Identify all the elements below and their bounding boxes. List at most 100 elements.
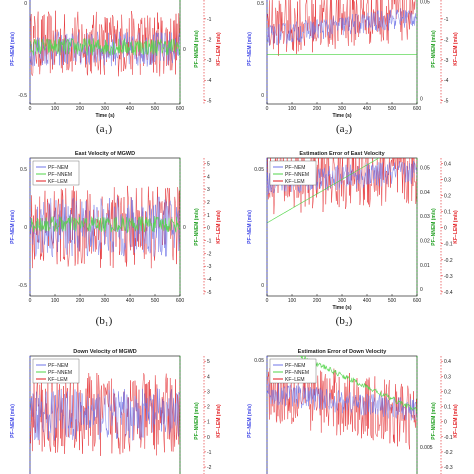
- x-axis-label-a2: Time (s): [332, 113, 351, 119]
- mid-tick-label: 0: [420, 97, 423, 103]
- right-tick-label: -1: [207, 450, 212, 456]
- mid-tick-label: 0.05: [420, 166, 430, 172]
- panel-a1: 0 100 200 300 400 500 600 Time (s) 0 -0.5 0 -1 -2 -3 -…: [10, 0, 222, 135]
- right-tick-label: 4: [207, 374, 210, 380]
- x-tick-label: 500: [388, 298, 397, 304]
- x-tick-label: 500: [151, 106, 160, 112]
- right-tick-label: 0.3: [444, 178, 451, 184]
- x-tick-label: 400: [126, 106, 135, 112]
- series-line-pf-nem-b2: [267, 160, 417, 195]
- x-tick-label: 600: [176, 106, 185, 112]
- series-line-pf-nnem-c1: [30, 335, 180, 345]
- right-tick-label: 2: [207, 405, 210, 411]
- panel-caption-a1: (a₁): [96, 123, 112, 135]
- x-tick-label: 500: [151, 298, 160, 304]
- right-tick-label: 3: [207, 389, 210, 395]
- legend-label: KF−LEM: [285, 179, 305, 185]
- series-line-pf-nem-c2: [267, 382, 417, 421]
- x-tick-label: 400: [126, 298, 135, 304]
- series-line-kf-lem-b1: [30, 185, 180, 269]
- series-line-pf-nem-c1: [30, 388, 180, 441]
- right-tick-label: 5: [207, 162, 210, 168]
- legend-label: PF−NNEM: [285, 370, 309, 376]
- left-tick-label: -0.5: [18, 93, 27, 99]
- x-tick-label: 100: [51, 298, 60, 304]
- series-line-pf-nem-a2: [267, 8, 417, 47]
- series-group-c2: [267, 356, 417, 450]
- left-tick-label: 0: [24, 1, 27, 7]
- right-tick-label: -5: [444, 99, 449, 105]
- right-axis-label-c2: KF−LEM (m/s): [453, 404, 459, 438]
- panel-caption-b1: (b₁): [96, 315, 113, 327]
- left-tick-label: 0: [261, 93, 264, 99]
- right-tick-label: -4: [207, 78, 212, 84]
- x-tick-label: 200: [313, 106, 322, 112]
- right-tick-label: -1: [207, 17, 212, 23]
- right-tick-label: -3: [207, 58, 212, 64]
- right-tick-label: 0.3: [444, 374, 451, 380]
- mid-tick-label: 0.02: [420, 239, 430, 245]
- legend-label: KF−LEM: [48, 377, 68, 383]
- right-tick-label: -2: [444, 37, 449, 43]
- right-tick-label: -0.2: [444, 450, 453, 456]
- left-tick-label: 0.5: [257, 1, 264, 7]
- mid-axis-label-b1: PF−NNEM (m/s): [194, 208, 200, 246]
- legend-label: PF−NEM: [48, 165, 68, 171]
- x-tick-label: 600: [413, 298, 422, 304]
- mid-axis-label-a1: PF−NNEM (m/s): [194, 30, 200, 68]
- right-tick-label: 2: [207, 200, 210, 206]
- panel-b1: 0 100 200 300 400 500 600 0.5 0 -0.5 0 5 4 3 2 1 0 -1 -2 -3…: [10, 151, 222, 327]
- x-tick-label: 400: [363, 106, 372, 112]
- legend-label: PF−NNEM: [48, 172, 72, 178]
- left-tick-label: -0.5: [18, 283, 27, 289]
- x-tick-label: 0: [29, 106, 32, 112]
- right-axis-label-b1: KF−LEM (m/s): [216, 210, 222, 244]
- right-tick-label: 1: [207, 213, 210, 219]
- x-tick-label: 200: [313, 298, 322, 304]
- legend-label: PF−NNEM: [48, 370, 72, 376]
- x-tick-label: 100: [51, 106, 60, 112]
- series-line-pf-nem-a1: [30, 31, 180, 67]
- x-tick-label: 600: [413, 106, 422, 112]
- x-tick-label: 200: [76, 298, 85, 304]
- right-axis-label-a2: KF−LEM (m/s): [453, 32, 459, 66]
- left-axis-label-a2: PF−NEM (m/s): [247, 32, 253, 66]
- left-axis-label-c1: PF−NEM (m/s): [10, 404, 16, 438]
- mid-tick-label: 0.01: [420, 263, 430, 269]
- right-axis-label-a1: KF−LEM (m/s): [216, 32, 222, 66]
- left-tick-label: 0.5: [20, 167, 27, 173]
- mid-tick-label: 0: [420, 287, 423, 293]
- x-tick-label: 300: [101, 298, 110, 304]
- legend-label: PF−NEM: [48, 363, 68, 369]
- legend-label: PF−NNEM: [285, 172, 309, 178]
- x-tick-label: 500: [388, 106, 397, 112]
- right-tick-label: 5: [207, 359, 210, 365]
- right-tick-label: -3: [207, 264, 212, 270]
- right-axis-label-b2: KF−LEM (m/s): [453, 210, 459, 244]
- right-axis-label-c1: KF−LEM (m/s): [216, 404, 222, 438]
- right-tick-label: 0.1: [444, 405, 451, 411]
- right-tick-label: -0.1: [444, 242, 453, 248]
- series-line-pf-nnem-a1: [30, 37, 180, 56]
- series-line-kf-lem-a2: [267, 0, 416, 56]
- left-tick-label: 0.05: [254, 167, 264, 173]
- right-tick-label: 0: [207, 435, 210, 441]
- right-tick-label: -0.2: [444, 258, 453, 264]
- series-line-pf-nnem-b2: [267, 158, 380, 224]
- series-line-pf-nnem-c2: [297, 356, 417, 413]
- panel-title-c2: Estimation Error of Down Velocity: [298, 349, 388, 355]
- mid-tick-label: 0: [183, 47, 186, 53]
- right-tick-label: -5: [207, 99, 212, 105]
- left-axis-label-b2: PF−NEM (m/s): [247, 210, 253, 244]
- right-tick-label: 0: [444, 420, 447, 426]
- legend-label: KF−LEM: [285, 377, 305, 383]
- panel-caption-b2: (b₂): [336, 315, 353, 327]
- right-tick-label: -5: [207, 290, 212, 296]
- x-tick-label: 300: [338, 106, 347, 112]
- right-tick-label: -1: [207, 239, 212, 245]
- panel-a2: 0 100 200 300 400 500 600 Time (s) 0.5 0 0.05 0 -1 -2…: [247, 0, 459, 135]
- right-tick-label: -3: [444, 58, 449, 64]
